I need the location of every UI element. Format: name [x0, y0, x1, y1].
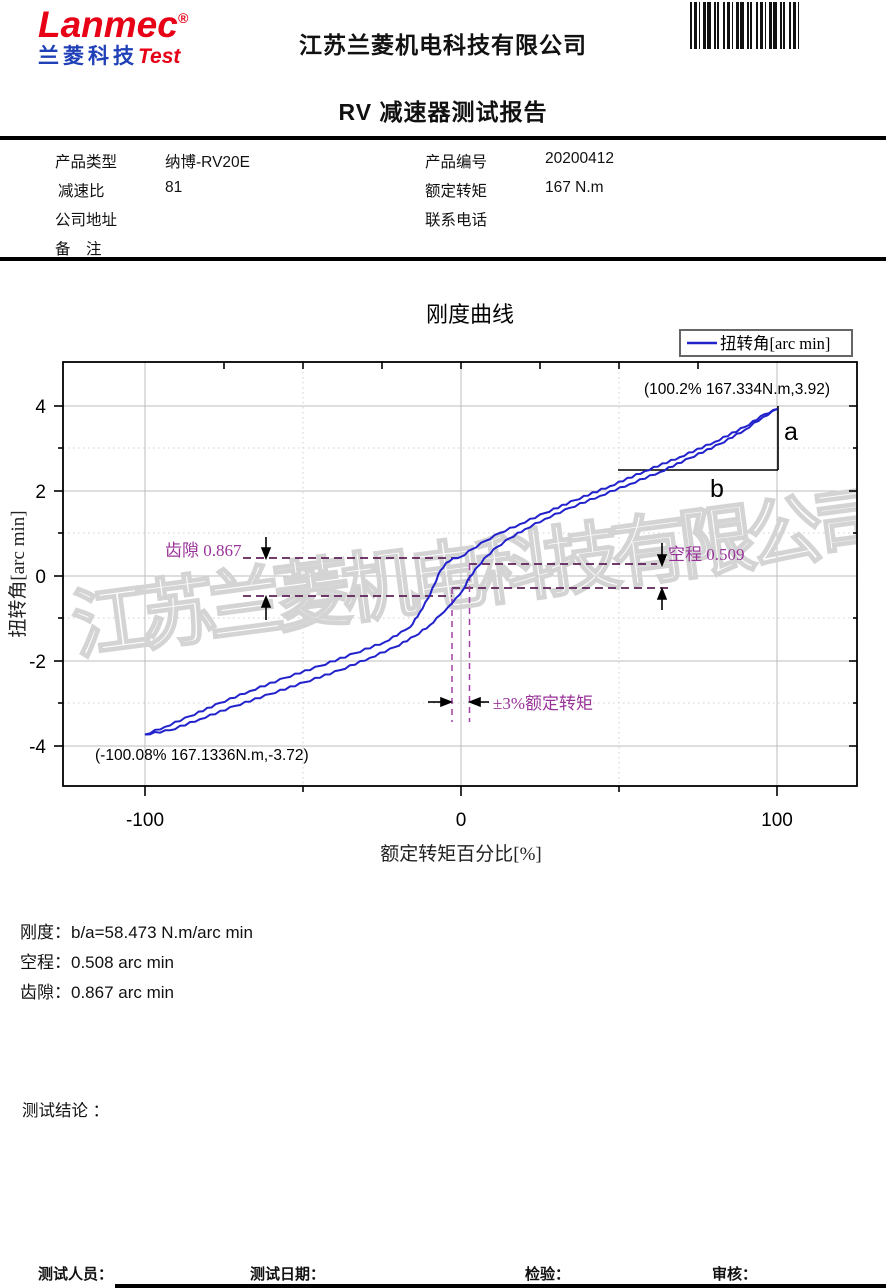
y-tick: -2: [29, 652, 46, 673]
y-tick: 2: [35, 482, 46, 503]
info-label: 产品类型: [55, 154, 118, 171]
label-b: b: [710, 475, 724, 503]
barcode: [690, 2, 802, 49]
backlash-annotation: 齿隙 0.867: [165, 541, 242, 560]
stiffness-result: 刚度：b/a=58.473 N.m/arc min: [20, 923, 253, 942]
watermark-text: 江苏兰菱机电科技有限公司: [67, 479, 886, 670]
y-tick: 4: [35, 397, 46, 418]
plot-frame: [62, 361, 858, 787]
grid: [63, 362, 857, 786]
legend: 扭转角[arc min]: [679, 329, 853, 357]
tester-label: 测试人员：: [38, 1266, 114, 1283]
logo-brand: Lanmec®: [38, 4, 189, 45]
logo: Lanmec® 兰菱科技Test: [38, 6, 188, 67]
logo-subtitle-en: Test: [138, 45, 181, 68]
info-label: 额定转矩: [425, 183, 488, 200]
info-label: 公司地址: [55, 212, 118, 229]
arrow-down-icon: [260, 547, 272, 561]
arrow-right-icon: [440, 696, 454, 708]
x-axis-title: 额定转矩百分比[%]: [380, 843, 541, 865]
measure-arrows: [260, 537, 668, 708]
test-date-label: 测试日期：: [250, 1266, 326, 1283]
backlash-result: 齿隙：0.867 arc min: [20, 983, 174, 1002]
info-label: 产品编号: [425, 154, 488, 171]
lost-motion-result: 空程：0.508 arc min: [20, 953, 174, 972]
arrow-up-icon: [260, 594, 272, 608]
divider-bottom: [0, 257, 886, 261]
info-label: 减速比: [58, 183, 105, 200]
auditor-label: 审核：: [712, 1266, 758, 1283]
curve-lower: [144, 408, 778, 736]
legend-label: 扭转角[arc min]: [720, 334, 830, 353]
arrow-up-icon: [656, 586, 668, 600]
x-tick: -100: [126, 810, 164, 831]
conclusion-label: 测试结论 ：: [22, 1102, 110, 1120]
x-tick-labels: -100 0 100: [126, 810, 793, 831]
tolerance-band-lines: [451, 564, 471, 722]
results-block: 刚度：b/a=58.473 N.m/arc min 空程：0.508 arc m…: [20, 918, 253, 1008]
logo-subtitle: 兰菱科技Test: [38, 46, 188, 67]
lost-motion-lines: [452, 563, 670, 589]
y-tick: -4: [29, 737, 46, 758]
registered-mark-icon: ®: [177, 10, 189, 26]
info-label: 联系电话: [425, 212, 488, 229]
y-tick-labels: 4 2 0 -2 -4: [29, 397, 46, 758]
tolerance-annotation: ±3%额定转矩: [493, 694, 593, 713]
inspector-label: 检验：: [525, 1266, 571, 1283]
backlash-lines: [243, 557, 462, 597]
arrow-down-icon: [656, 554, 668, 568]
page-title: RV 减速器测试报告: [338, 99, 548, 125]
watermark: 江苏兰菱机电科技有限公司: [66, 478, 886, 671]
axis-ticks: [54, 362, 857, 796]
grid-minor: [63, 362, 857, 786]
company-name: 江苏兰菱机电科技有限公司: [299, 32, 587, 58]
arrow-left-icon: [467, 696, 481, 708]
divider-top: [0, 136, 886, 140]
logo-subtitle-cn: 兰菱科技: [38, 45, 138, 68]
info-value: 81: [165, 179, 183, 196]
info-label: 备 注: [55, 241, 102, 258]
bottom-edge-rule: [115, 1284, 886, 1288]
lost-motion-annotation: 空程 0.509: [668, 545, 745, 564]
x-tick: 100: [761, 810, 793, 831]
chart-title: 刚度曲线: [426, 302, 514, 327]
label-a: a: [784, 418, 798, 446]
x-tick: 0: [456, 810, 467, 831]
info-value: 167 N.m: [545, 179, 604, 196]
max-point-annotation: (100.2% 167.334N.m,3.92): [644, 381, 830, 398]
stiffness-triangle: [618, 406, 779, 471]
min-point-annotation: (-100.08% 167.1336N.m,-3.72): [95, 747, 309, 764]
info-value: 纳博-RV20E: [165, 154, 250, 171]
y-axis-title: 扭转角[arc min]: [7, 510, 29, 637]
curve-upper: [144, 408, 778, 736]
y-tick: 0: [35, 567, 46, 588]
info-value: 20200412: [545, 150, 614, 167]
